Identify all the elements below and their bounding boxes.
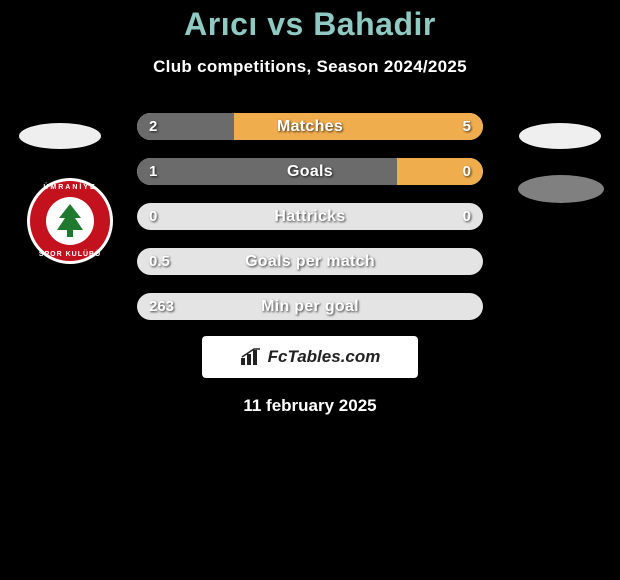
stat-row: 00Hattricks <box>137 203 483 230</box>
badge-outer-ring: ÜMRANİYE SPOR KULÜBÜ <box>27 178 113 264</box>
comparison-date: 11 february 2025 <box>243 396 376 416</box>
left-club-badge: ÜMRANİYE SPOR KULÜBÜ <box>27 178 113 264</box>
placeholder-ellipse-right-mid <box>518 175 604 203</box>
badge-text-bottom: SPOR KULÜBÜ <box>30 251 110 258</box>
bars-icon <box>240 348 262 366</box>
bar-label: Hattricks <box>137 203 483 230</box>
stat-row: 263Min per goal <box>137 293 483 320</box>
stat-row: 0.5Goals per match <box>137 248 483 275</box>
badge-text-top: ÜMRANİYE <box>30 184 110 191</box>
comparison-title: Arıcı vs Bahadir <box>184 6 436 43</box>
stat-row: 25Matches <box>137 113 483 140</box>
placeholder-ellipse-right-top <box>519 123 601 149</box>
bar-label: Min per goal <box>137 293 483 320</box>
comparison-bars: 25Matches 10Goals 00Hattricks 0.5Goals per … <box>137 113 483 320</box>
comparison-subtitle: Club competitions, Season 2024/2025 <box>153 57 467 77</box>
placeholder-ellipse-left-top <box>19 123 101 149</box>
bar-label: Goals per match <box>137 248 483 275</box>
bar-label: Matches <box>137 113 483 140</box>
stat-row: 10Goals <box>137 158 483 185</box>
badge-inner-circle <box>46 197 94 245</box>
watermark-badge: FcTables.com <box>202 336 418 378</box>
tree-icon <box>54 202 86 240</box>
watermark-text: FcTables.com <box>268 347 381 367</box>
bar-label: Goals <box>137 158 483 185</box>
